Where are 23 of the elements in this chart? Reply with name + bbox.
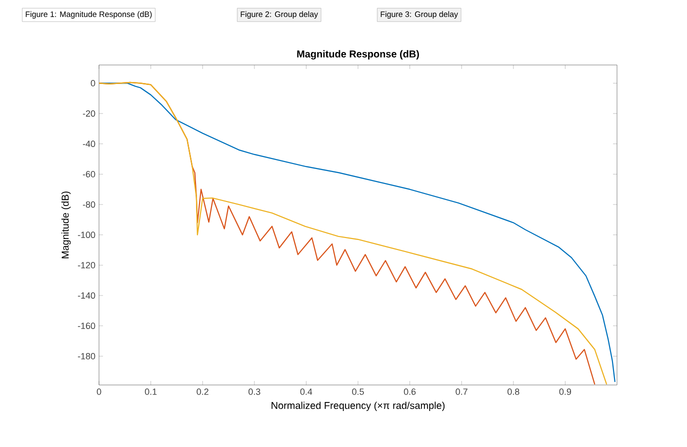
y-tick-label: -20 [82,110,96,117]
y-tick-label: -180 [78,352,96,360]
x-tick-label: 0.9 [559,388,572,395]
y-tick-label: -140 [78,292,96,299]
y-tick-label: -160 [78,322,96,330]
y-tick-label: 0 [90,80,96,86]
y-tick-label: -80 [82,201,96,208]
chart-title: Magnitude Response (dB) [297,50,419,60]
y-tick-label: -100 [78,232,96,238]
x-tick-label: 0.8 [508,388,520,395]
x-tick-label: 0.2 [196,388,208,395]
y-tick-label: -60 [82,171,96,178]
x-tick-label: 0.5 [352,388,364,395]
x-tick-label: 0.3 [248,388,260,395]
x-tick-label: 0.4 [300,388,312,395]
x-tick-label: 0.1 [144,388,157,395]
x-tick-label: 0.6 [404,388,416,395]
x-tick-label: 0.7 [456,388,468,395]
y-axis-title: Magnitude (dB) [61,192,71,258]
x-tick-label: 0 [96,388,102,395]
y-tick-label: -40 [82,140,96,148]
x-axis-title: Normalized Frequency (×π rad/sample) [272,402,445,411]
y-tick-label: -120 [78,262,96,268]
